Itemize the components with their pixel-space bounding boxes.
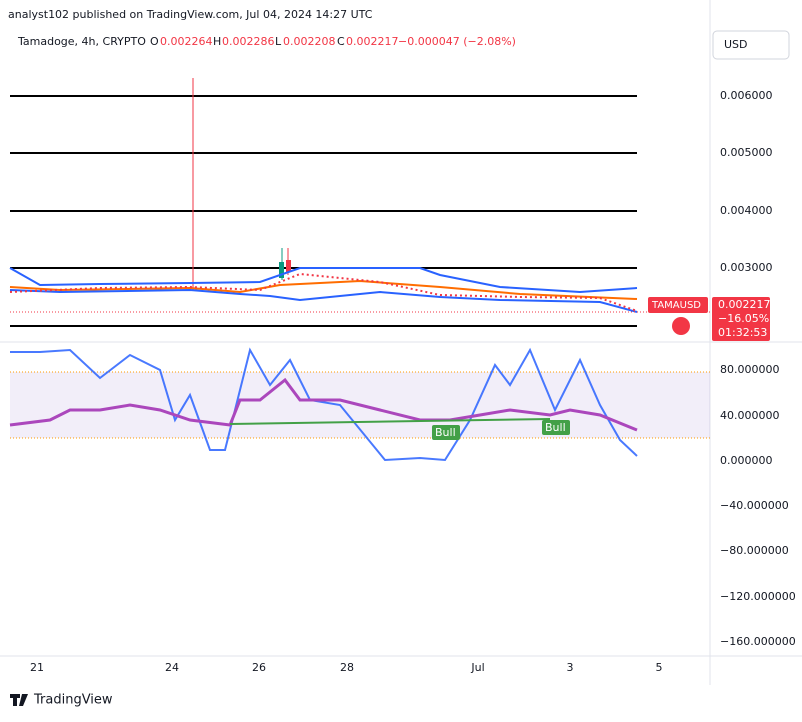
candles <box>9 272 638 312</box>
osc-label: −160.000000 <box>720 635 796 648</box>
close-label: C <box>337 35 345 48</box>
publisher: analyst102 published on TradingView.com,… <box>8 8 373 21</box>
currency-button[interactable] <box>712 30 790 60</box>
osc-label: −80.000000 <box>720 544 789 557</box>
price-tag-change: −16.05% <box>718 312 769 325</box>
currency[interactable]: USD <box>724 38 748 51</box>
low: 0.002208 <box>283 35 336 48</box>
osc-label: 80.000000 <box>720 363 780 376</box>
osc-label: 40.000000 <box>720 409 780 422</box>
symbol-tag-text: TAMAUSD <box>651 300 701 311</box>
osc-label: 0.000000 <box>720 454 773 467</box>
oscillator-axis: 80.000000 40.000000 0.000000 −40.000000 … <box>720 363 796 648</box>
time-label: 24 <box>165 661 179 674</box>
signal-tag <box>432 425 460 440</box>
price-tag-countdown: 01:32:53 <box>718 326 767 339</box>
time-label: 21 <box>30 661 44 674</box>
price-label: 0.005000 <box>720 146 773 159</box>
open-label: O <box>150 35 159 48</box>
price-tag-price: 0.002217 <box>718 298 771 311</box>
change: −0.000047 (−2.08%) <box>398 35 516 48</box>
divergence-line <box>229 418 551 425</box>
legend: Tamadoge, 4h, CRYPTO O 0.002264 H 0.0022… <box>17 35 516 48</box>
candle <box>279 262 284 278</box>
signal-tag <box>542 420 570 435</box>
symbol: Tamadoge, 4h, CRYPTO <box>17 35 146 48</box>
rsi <box>9 377 638 432</box>
price-label: 0.003000 <box>720 261 773 274</box>
price-label: 0.004000 <box>720 204 773 217</box>
middle-band <box>9 279 638 300</box>
time-label: Jul <box>470 661 484 674</box>
close: 0.002217 <box>346 35 399 48</box>
open: 0.002264 <box>160 35 213 48</box>
logo <box>10 694 28 706</box>
high-label: H <box>213 35 221 48</box>
signal: Bull <box>435 426 456 439</box>
price-axis: 0.006000 0.005000 0.004000 0.003000 <box>720 89 773 274</box>
signal: Bull <box>545 421 566 434</box>
osc-label: −40.000000 <box>720 499 789 512</box>
symbol-tag <box>648 297 708 313</box>
time-axis: 21 24 26 28 Jul 3 5 <box>30 661 663 674</box>
lower-band <box>9 288 638 313</box>
brand: TradingView <box>33 693 113 708</box>
osc-label: −120.000000 <box>720 590 796 603</box>
price-label: 0.006000 <box>720 89 773 102</box>
time-label: 28 <box>340 661 354 674</box>
time-label: 5 <box>656 661 663 674</box>
flag-icon <box>672 317 690 335</box>
upper-band <box>9 267 638 294</box>
low-label: L <box>275 35 282 48</box>
candle <box>286 260 291 272</box>
high: 0.002286 <box>222 35 275 48</box>
levels <box>10 95 637 327</box>
time-label: 3 <box>567 661 574 674</box>
price-tag <box>712 297 770 341</box>
time-label: 26 <box>252 661 266 674</box>
